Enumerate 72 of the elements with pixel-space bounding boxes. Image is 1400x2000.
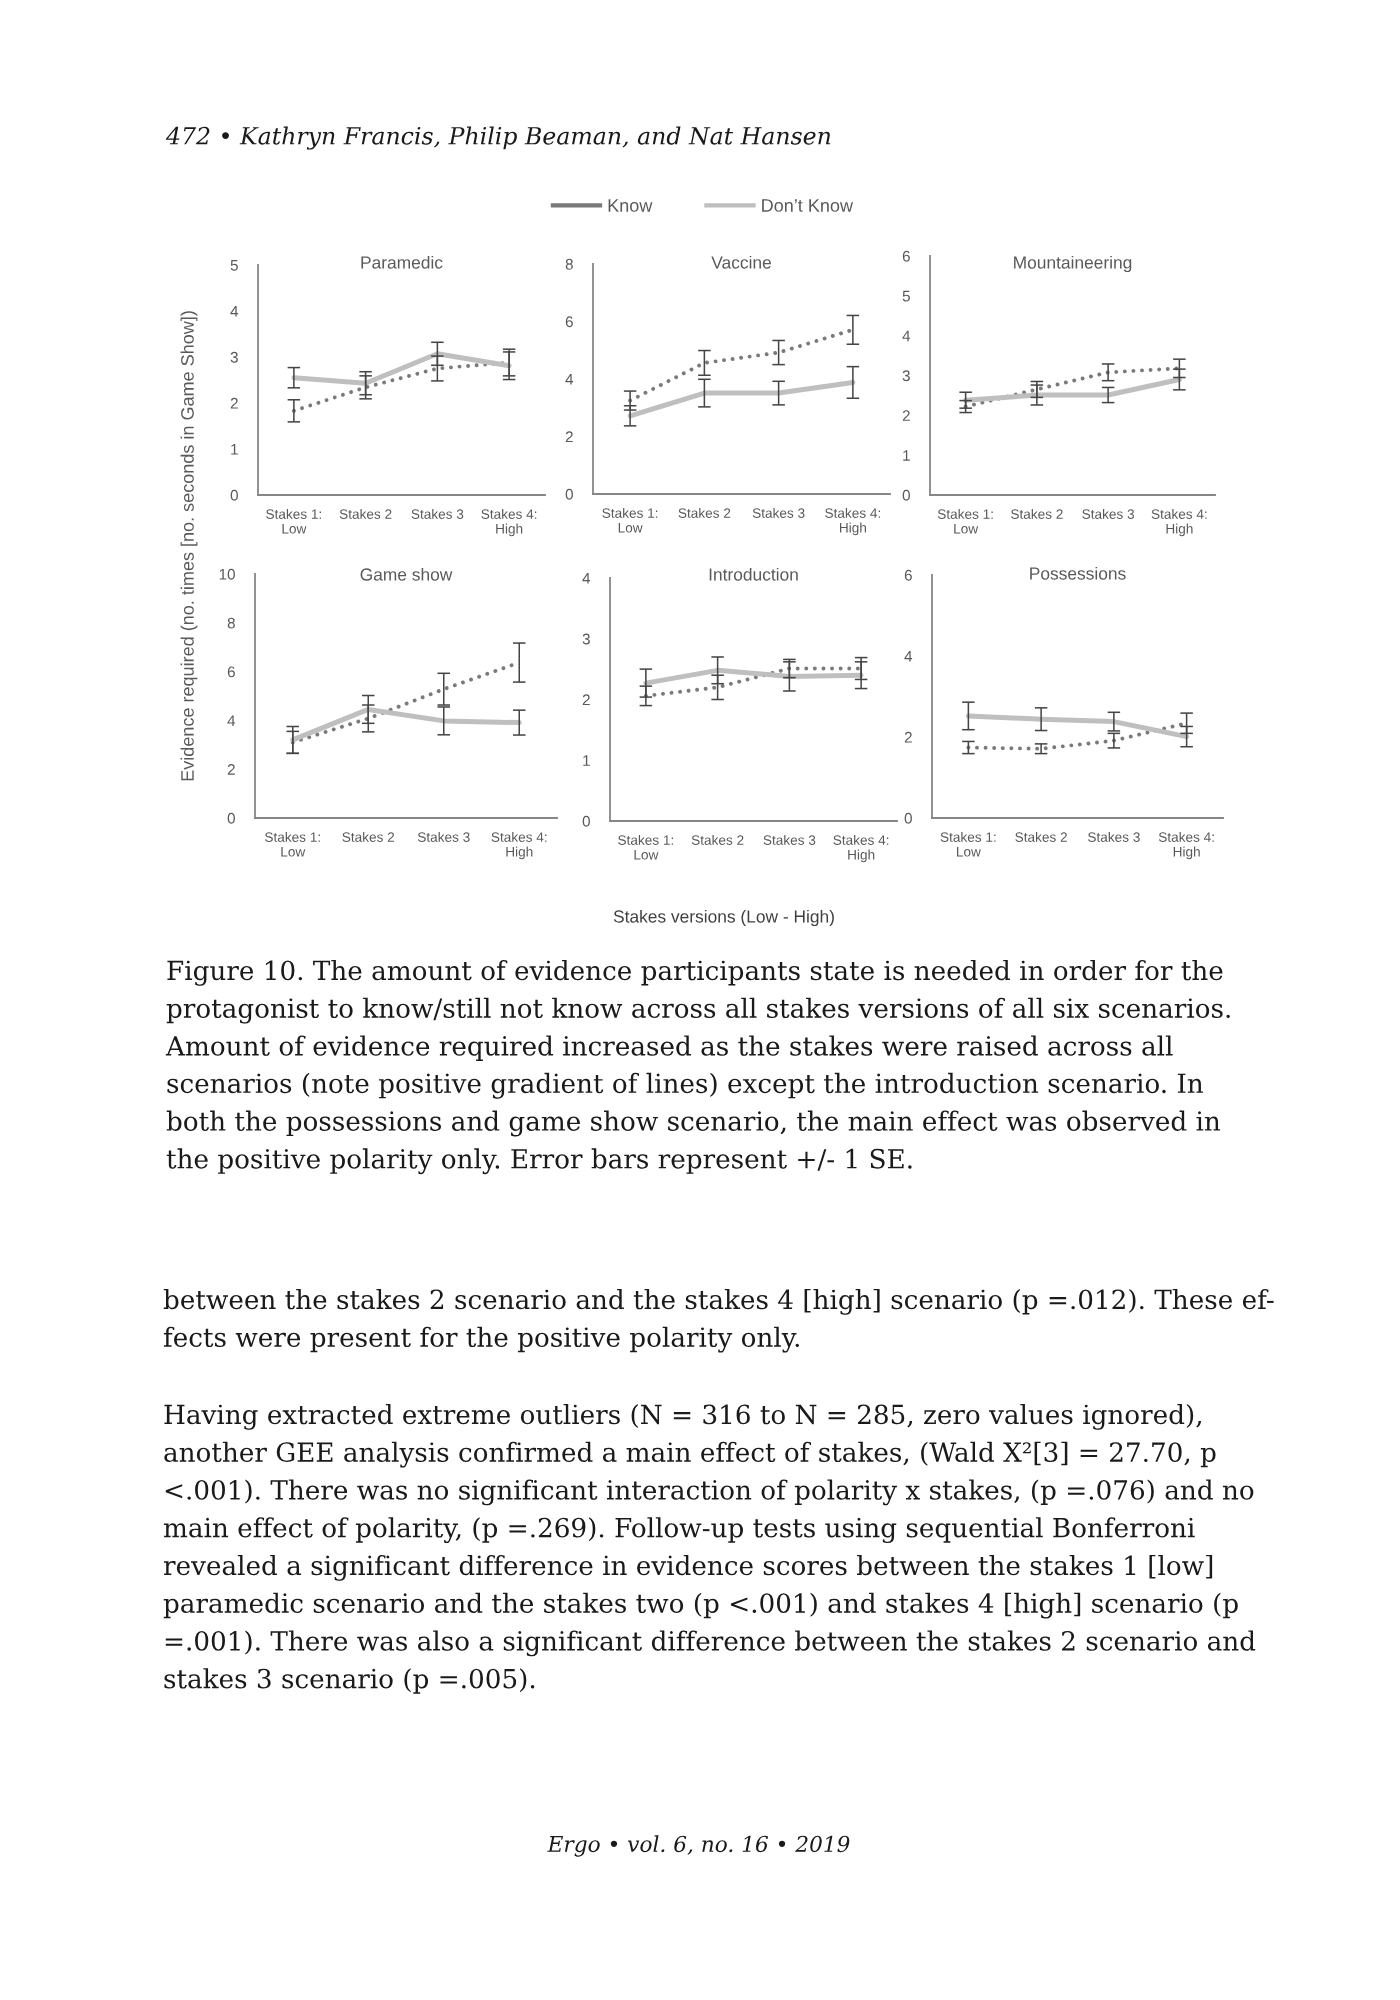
y-tick-label: 0 [227, 812, 235, 824]
y-tick-label: 2 [227, 764, 235, 775]
legend-label: Don’t Know [762, 199, 854, 212]
y-tick-label: 2 [582, 694, 590, 706]
y-tick-label: 1 [231, 444, 238, 455]
y-tick-label: 6 [902, 250, 910, 262]
x-tick-label: Stakes 3 [411, 508, 464, 519]
y-tick-label: 4 [227, 715, 236, 726]
y-tick-label: 4 [582, 573, 591, 584]
x-tick-label: Stakes 4: High [491, 831, 547, 860]
chart-title: Game show [360, 567, 453, 581]
y-tick-label: 2 [902, 410, 910, 421]
y-tick-label: 4 [230, 306, 239, 317]
y-tick-label: 10 [219, 568, 235, 580]
text: between the stakes 2 scenario and the stakes 4 [high] scenario (p =.012). These ef- fects were present for the positive polarity only. [163, 1289, 1274, 1353]
x-tick-label: Stakes 2 [1011, 508, 1063, 519]
y-tick-label: 4 [565, 374, 574, 385]
x-tick-label: Stakes 2 [342, 831, 395, 842]
y-axis-title: Evidence required (no. times [no. seconds in Game Show]) [180, 311, 198, 781]
x-tick-label: Stakes 4: High [825, 507, 881, 536]
y-tick-label: 0 [565, 488, 573, 500]
y-tick-label: 5 [230, 260, 238, 271]
x-tick-label: Stakes 1: Low [266, 508, 322, 534]
x-tick-label: Stakes 3 [752, 507, 805, 518]
y-tick-label: 5 [902, 290, 910, 302]
y-tick-label: 1 [903, 450, 910, 461]
y-tick-label: 0 [582, 815, 590, 827]
x-tick-label: Stakes 2 [339, 508, 392, 519]
y-tick-label: 3 [902, 370, 910, 382]
x-tick-label: Stakes 1: Low [618, 834, 674, 860]
x-tick-label: Stakes 1: Low [602, 507, 658, 533]
y-tick-label: 2 [230, 397, 238, 409]
x-tick-label: Stakes 3 [1082, 508, 1135, 519]
y-tick-label: 6 [565, 316, 573, 328]
chart-title: Paramedic [361, 255, 443, 269]
y-tick-label: 3 [230, 351, 238, 363]
legend-label: Know [608, 199, 653, 212]
x-tick-label: Stakes 2 [678, 507, 731, 518]
y-tick-label: 6 [227, 666, 235, 678]
x-tick-label: Stakes 4: High [1158, 831, 1214, 860]
y-tick-label: 6 [904, 569, 912, 581]
x-tick-label: Stakes 2 [691, 834, 744, 845]
chart-title: Introduction [709, 567, 798, 581]
x-tick-label: Stakes 3 [417, 831, 470, 842]
x-tick-label: Stakes 4: High [481, 508, 537, 537]
caption: Figure 10. The amount of evidence participants state is needed in order for the protagonist to know/still not know across all stakes versions of all six scenarios. Amount of evidence required increased as the stakes were raised across all scenarios (note positive gradient of lines) except the introduction scenario. In both the possessions and game show scenario, the main effect was observed in the positive polarity only. Error bars represent +/- 1 SE. [165, 960, 1230, 1175]
y-tick-label: 0 [230, 489, 238, 501]
y-tick-label: 8 [565, 258, 573, 270]
x-axis-title: Stakes versions (Low - High) [613, 909, 834, 927]
x-tick-label: Stakes 2 [1015, 831, 1067, 842]
x-tick-label: Stakes 3 [763, 834, 816, 845]
chart-title: Vaccine [711, 255, 771, 269]
x-tick-label: Stakes 1: Low [937, 508, 993, 534]
y-tick-label: 4 [902, 330, 911, 342]
x-tick-label: Stakes 3 [1088, 831, 1140, 842]
y-tick-label: 0 [902, 489, 910, 501]
text: Ergo • vol. 6, no. 16 • 2019 [547, 1835, 850, 1857]
y-tick-label: 0 [904, 812, 912, 824]
y-tick-label: 1 [583, 755, 590, 766]
chart-title: Possessions [1030, 566, 1126, 580]
x-tick-label: Stakes 4: High [833, 834, 889, 863]
x-tick-label: Stakes 4: High [1151, 508, 1207, 537]
x-tick-label: Stakes 1: Low [265, 831, 320, 857]
text: 472 • Kathryn Francis, Philip Beaman, and Nat Hansen [165, 126, 831, 150]
text: Having extracted extreme outliers (N = 316 to N = 285, zero values ignored), another GEE analysis confirmed a main effect of stakes, (Wald X²[3] = 27.70, p <.001). There was no significant interaction of polarity x stakes, (p =.076) and no main effect of polarity, (p =.269). Follow-up tests using sequential Bonferroni revealed a significant difference in evidence scores between the stakes 1 [low] paramedic scenario and the stakes two (p <.001) and stakes 4 [high] scenario (p =.001). There was also a significant difference between the stakes 2 scenario and stakes 3 scenario (p =.005). [163, 1404, 1256, 1694]
y-tick-label: 8 [227, 617, 235, 629]
chart-title: Mountaineering [1014, 255, 1132, 273]
x-tick-label: Stakes 1: Low [940, 831, 996, 857]
y-tick-label: 3 [582, 633, 590, 645]
y-tick-label: 4 [904, 651, 913, 662]
y-tick-label: 2 [565, 431, 573, 443]
y-tick-label: 2 [904, 731, 912, 743]
